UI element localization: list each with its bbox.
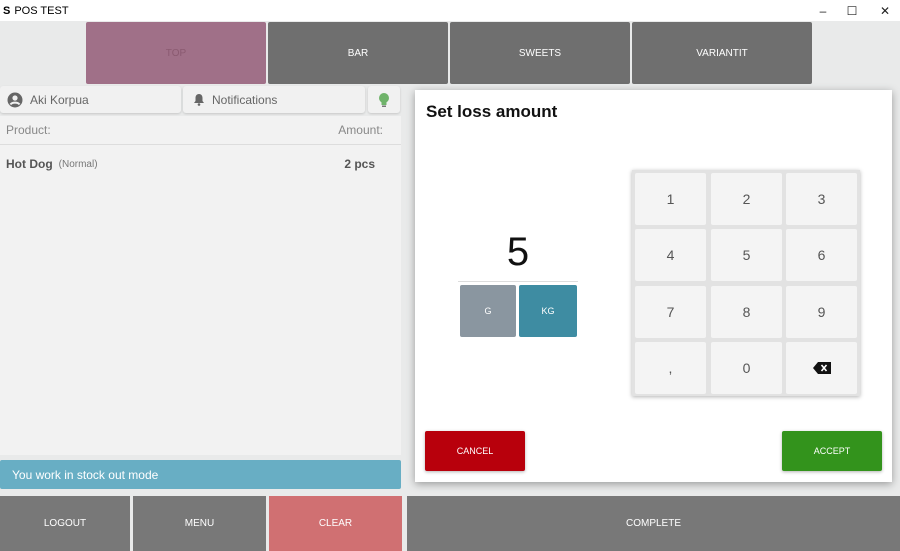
lightbulb-icon bbox=[379, 92, 389, 107]
product-name: Hot Dog bbox=[6, 157, 53, 171]
notifications-button[interactable]: Notifications bbox=[183, 86, 365, 113]
key-7[interactable]: 7 bbox=[635, 286, 706, 338]
tab-bar[interactable]: BAR bbox=[268, 22, 448, 84]
amount-header: Amount: bbox=[338, 123, 383, 137]
backspace-icon bbox=[812, 362, 831, 374]
key-9[interactable]: 9 bbox=[786, 286, 857, 338]
unit-kg-button[interactable]: KG bbox=[519, 285, 577, 337]
maximize-button[interactable]: ☐ bbox=[846, 3, 858, 18]
status-banner: You work in stock out mode bbox=[0, 460, 401, 489]
key-0[interactable]: 0 bbox=[711, 342, 782, 394]
product-amount: 2 pcs bbox=[344, 157, 375, 171]
key-3[interactable]: 3 bbox=[786, 173, 857, 225]
app-logo-icon: S bbox=[3, 4, 11, 17]
product-variant: (Normal) bbox=[58, 158, 98, 170]
key-2[interactable]: 2 bbox=[711, 173, 782, 225]
loss-amount-dialog: Set loss amount 5 G KG 1 2 3 4 5 6 7 8 9… bbox=[415, 90, 892, 482]
dialog-title: Set loss amount bbox=[426, 102, 558, 121]
menu-button[interactable]: MENU bbox=[133, 496, 266, 551]
list-item[interactable]: Hot Dog (Normal) 2 pcs bbox=[0, 145, 401, 183]
key-6[interactable]: 6 bbox=[786, 229, 857, 281]
keypad: 1 2 3 4 5 6 7 8 9 , 0 bbox=[632, 170, 860, 396]
tab-variantit[interactable]: VARIANTIT bbox=[632, 22, 812, 84]
bell-icon bbox=[194, 94, 204, 106]
window-title: POS TEST bbox=[14, 4, 69, 17]
product-header: Product: bbox=[6, 123, 51, 137]
key-1[interactable]: 1 bbox=[635, 173, 706, 225]
close-button[interactable]: ✕ bbox=[879, 3, 891, 18]
user-button[interactable]: Aki Korpua bbox=[0, 86, 181, 113]
amount-display: 5 bbox=[458, 230, 578, 282]
complete-button[interactable]: COMPLETE bbox=[407, 496, 900, 551]
hint-button[interactable] bbox=[368, 86, 400, 113]
notifications-label: Notifications bbox=[212, 92, 278, 107]
key-comma[interactable]: , bbox=[635, 342, 706, 394]
accept-button[interactable]: ACCEPT bbox=[782, 431, 882, 471]
cancel-button[interactable]: CANCEL bbox=[425, 431, 525, 471]
user-icon bbox=[7, 92, 23, 107]
backspace-button[interactable] bbox=[786, 342, 857, 394]
key-8[interactable]: 8 bbox=[711, 286, 782, 338]
unit-g-button[interactable]: G bbox=[460, 285, 516, 337]
key-4[interactable]: 4 bbox=[635, 229, 706, 281]
title-bar: S POS TEST – ☐ ✕ bbox=[0, 0, 900, 21]
order-list: Product: Amount: Hot Dog (Normal) 2 pcs bbox=[0, 116, 401, 455]
key-5[interactable]: 5 bbox=[711, 229, 782, 281]
user-name: Aki Korpua bbox=[30, 92, 89, 107]
clear-button[interactable]: CLEAR bbox=[269, 496, 402, 551]
tab-sweets[interactable]: SWEETS bbox=[450, 22, 630, 84]
logout-button[interactable]: LOGOUT bbox=[0, 496, 130, 551]
minimize-button[interactable]: – bbox=[819, 3, 827, 18]
tab-top[interactable]: TOP bbox=[86, 22, 266, 84]
